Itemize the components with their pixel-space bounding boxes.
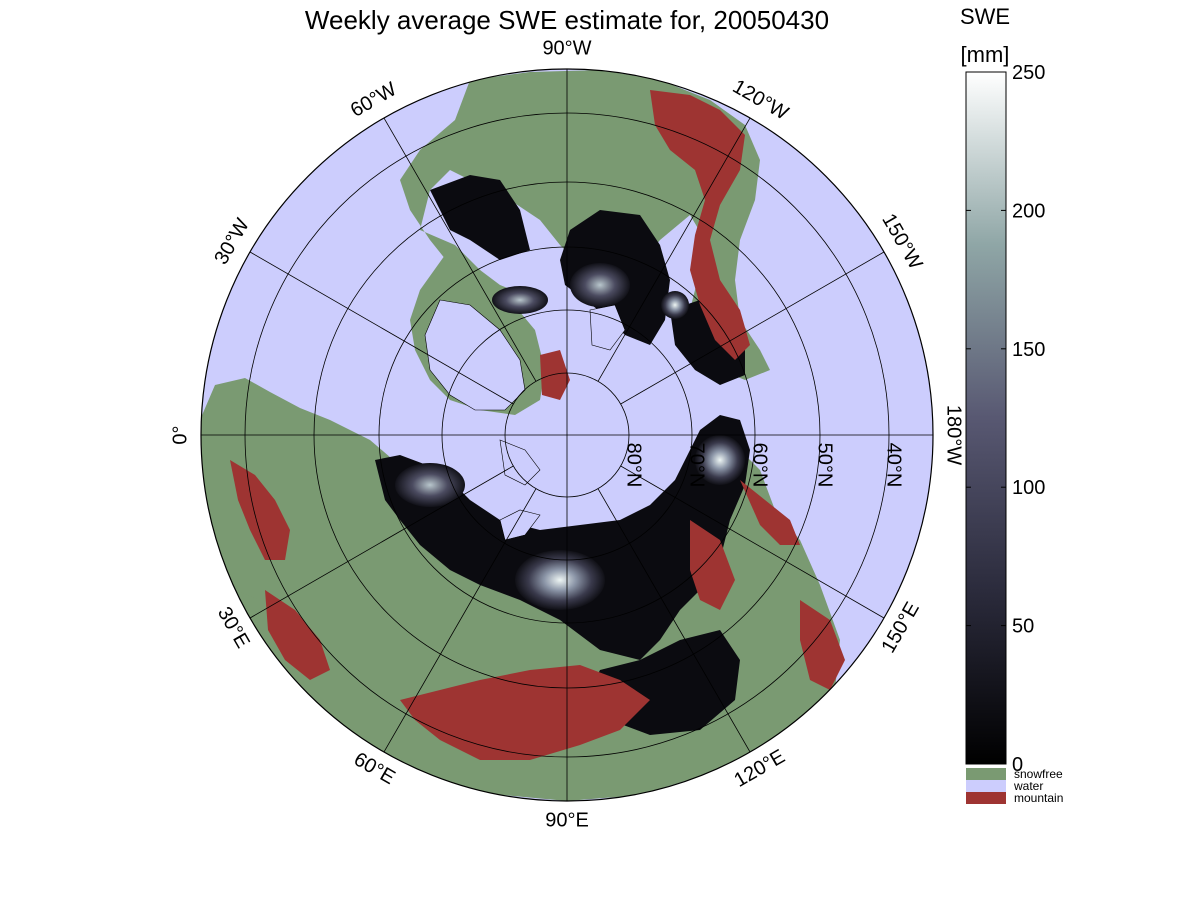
legend-label-snowfree: snowfree [1014, 767, 1063, 781]
latitude-label: 60°N [749, 443, 771, 488]
meridian-line [597, 488, 751, 753]
colorbar: SWE [mm] 0 50 100 150 200 250 [960, 4, 1045, 776]
colorbar-tick-label: 200 [1012, 200, 1045, 222]
meridian-line [383, 488, 537, 753]
map-disc [201, 69, 933, 801]
longitude-label: 90°E [545, 809, 589, 831]
meridian-line [597, 117, 751, 382]
legend-label-mountain: mountain [1014, 791, 1063, 805]
colorbar-tick-label: 150 [1012, 339, 1045, 361]
meridian-line [383, 117, 537, 382]
legend-swatch-mountain [966, 792, 1006, 804]
latitude-labels: 80°N 70°N 60°N 50°N 40°N [623, 443, 905, 488]
latitude-label: 80°N [623, 443, 645, 488]
colorbar-title-line2: [mm] [961, 42, 1010, 67]
meridian-line [249, 465, 514, 619]
colorbar-title-line1: SWE [960, 4, 1010, 29]
longitude-label: 90°W [542, 37, 591, 59]
colorbar-tick-label: 100 [1012, 477, 1045, 499]
legend-label-water: water [1013, 779, 1043, 793]
latitude-label: 40°N [883, 443, 905, 488]
colorbar-tick-label: 50 [1012, 616, 1034, 638]
colorbar-ticks: 0 50 100 150 200 250 [966, 62, 1045, 776]
colorbar-tick-label: 0 [1012, 754, 1023, 776]
snow-highlights [395, 263, 745, 610]
latitude-label: 70°N [686, 443, 708, 488]
colorbar-tick-label: 250 [1012, 62, 1045, 84]
colorbar-ramp [965, 71, 1007, 765]
meridian-line [620, 465, 885, 619]
meridian-line [249, 251, 514, 405]
meridian-line [620, 251, 885, 405]
arctic-islands [424, 299, 626, 541]
longitude-label: 180°W [943, 405, 965, 465]
legend-swatch-water [966, 780, 1006, 792]
figure-title: Weekly average SWE estimate for, 2005043… [305, 5, 829, 35]
latitude-label: 50°N [814, 443, 836, 488]
longitude-label: 0° [169, 425, 191, 444]
mountain-areas [230, 90, 845, 760]
map-border [200, 68, 934, 802]
legend-swatch-snowfree [966, 768, 1006, 780]
graticule-meridians [201, 69, 933, 801]
